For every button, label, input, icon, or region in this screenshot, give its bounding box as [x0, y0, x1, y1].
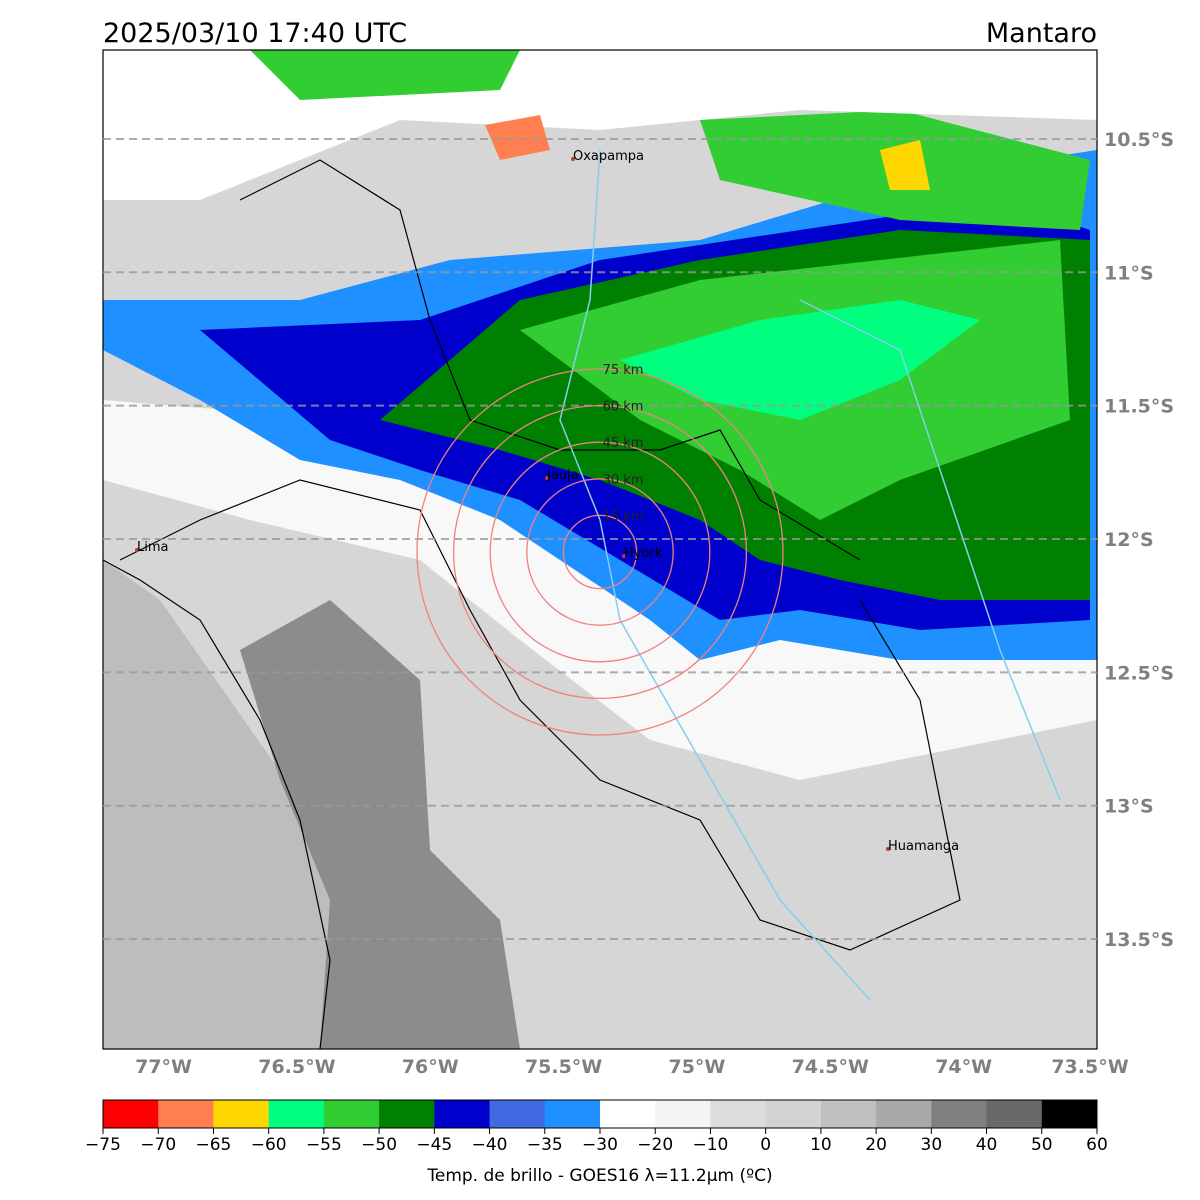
- colorbar-tick-label: −45: [416, 1135, 452, 1155]
- lon-tick-label: 75.5°W: [525, 1056, 602, 1078]
- colorbar-swatch: [710, 1100, 767, 1128]
- lat-tick-label: 13°S: [1104, 796, 1154, 818]
- lat-tick-label: 13.5°S: [1104, 929, 1174, 951]
- lon-tick-label: 73.5°W: [1051, 1056, 1128, 1078]
- place-label: Jauja: [546, 468, 579, 483]
- colorbar-label: Temp. de brillo - GOES16 λ=11.2μm (ºC): [426, 1166, 772, 1186]
- range-ring: [416, 368, 784, 736]
- range-ring: [452, 404, 748, 700]
- colorbar-tick-label: 20: [865, 1135, 887, 1155]
- lon-tick-label: 74°W: [935, 1056, 992, 1078]
- range-ring: [562, 514, 638, 590]
- colorbar-tick-label: −40: [472, 1135, 508, 1155]
- place-label: Lima: [137, 540, 168, 555]
- colorbar-swatch: [1041, 1100, 1098, 1128]
- colorbar-tick-label: −65: [195, 1135, 231, 1155]
- lat-tick-label: 11°S: [1104, 262, 1154, 284]
- lat-tick-label: 12°S: [1104, 529, 1154, 551]
- place-dot: [886, 847, 890, 851]
- colorbar-tick-label: −35: [527, 1135, 563, 1155]
- lon-tick-label: 75°W: [668, 1056, 725, 1078]
- range-ring: [526, 478, 674, 626]
- colorbar-swatch: [489, 1100, 546, 1128]
- colorbar-swatch: [103, 1100, 159, 1128]
- colorbar-swatch: [434, 1100, 491, 1128]
- lon-tick-label: 74.5°W: [792, 1056, 869, 1078]
- map-frame: [102, 49, 1098, 1050]
- colorbar-swatch: [323, 1100, 380, 1128]
- colorbar-swatch: [268, 1100, 325, 1128]
- colorbar-tick-label: 50: [1031, 1135, 1053, 1155]
- colorbar-tick-label: 60: [1086, 1135, 1108, 1155]
- colorbar-swatch: [544, 1100, 601, 1128]
- colorbar-tick-label: 40: [976, 1135, 998, 1155]
- title: 2025/03/10 17:40 UTC: [103, 18, 407, 49]
- lon-tick-label: 76°W: [402, 1056, 459, 1078]
- colorbar-tick-label: −10: [692, 1135, 728, 1155]
- ring-label: 30 km: [603, 473, 644, 488]
- lat-tick-label: 12.5°S: [1104, 662, 1174, 684]
- colorbar-swatch: [820, 1100, 877, 1128]
- colorbar-tick-label: −20: [637, 1135, 673, 1155]
- colorbar-tick-label: −30: [582, 1135, 618, 1155]
- colorbar-swatch: [986, 1100, 1043, 1128]
- region: Mantaro: [986, 18, 1097, 49]
- place-dot: [545, 476, 549, 480]
- place-label: Hyork: [624, 546, 663, 561]
- colorbar-swatch: [655, 1100, 711, 1128]
- colorbar-swatch: [600, 1100, 656, 1128]
- range-ring: [489, 441, 711, 663]
- colorbar-tick-label: 30: [921, 1135, 943, 1155]
- place-dot: [135, 548, 139, 552]
- colorbar-tick-label: 10: [810, 1135, 832, 1155]
- colorbar-tick-label: −55: [306, 1135, 342, 1155]
- place-dot: [571, 157, 575, 161]
- colorbar-swatch: [931, 1100, 988, 1128]
- ring-label: 60 km: [603, 400, 644, 415]
- lon-tick-label: 76.5°W: [258, 1056, 335, 1078]
- colorbar-swatch: [213, 1100, 270, 1128]
- colorbar-tick-label: −60: [251, 1135, 287, 1155]
- lat-tick-label: 11.5°S: [1104, 396, 1174, 418]
- colorbar-tick-label: −50: [361, 1135, 397, 1155]
- colorbar-swatch: [158, 1100, 214, 1128]
- satellite-image: [103, 50, 1097, 1049]
- place-label: Huamanga: [888, 839, 959, 854]
- colorbar-swatch: [765, 1100, 822, 1128]
- colorbar-tick-label: −70: [140, 1135, 176, 1155]
- colorbar-tick-label: −75: [85, 1135, 121, 1155]
- colorbar-tick-label: 0: [760, 1135, 771, 1155]
- lon-tick-label: 77°W: [135, 1056, 192, 1078]
- place-label: Oxapampa: [573, 149, 644, 164]
- ring-label: 15 km: [603, 509, 644, 524]
- colorbar-swatch: [876, 1100, 932, 1128]
- place-dot: [622, 554, 626, 558]
- colorbar-swatch: [379, 1100, 435, 1128]
- ring-label: 45 km: [603, 436, 644, 451]
- ring-label: 75 km: [603, 363, 644, 378]
- lat-tick-label: 10.5°S: [1104, 129, 1174, 151]
